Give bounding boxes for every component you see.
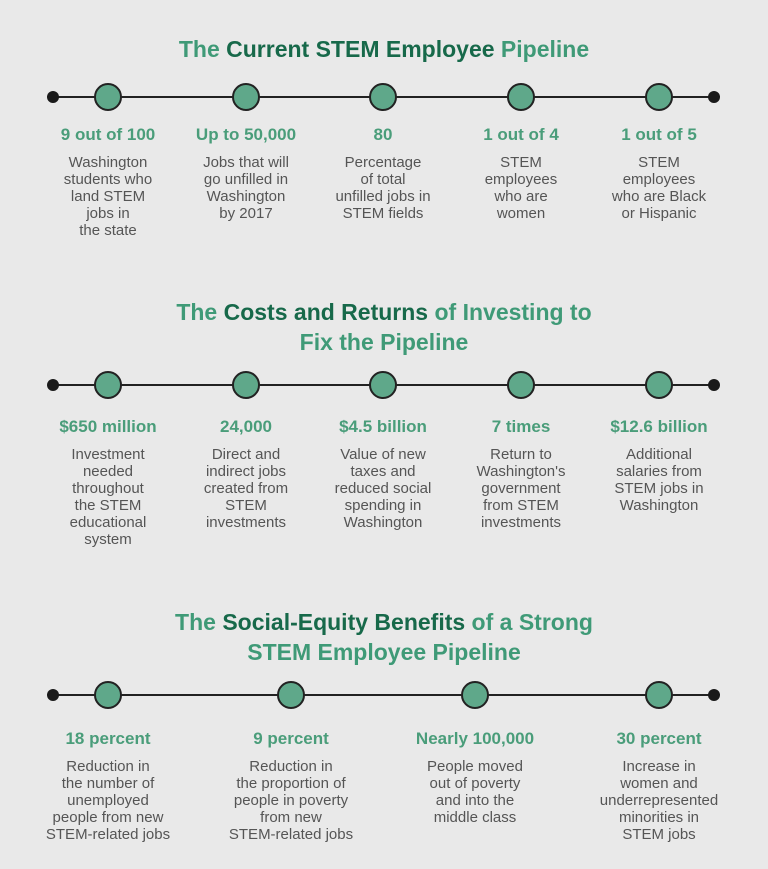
stat-value: 9 out of 100 <box>60 125 156 144</box>
section-title: The Current STEM Employee Pipeline <box>0 34 768 64</box>
stat-value: 9 percent <box>253 729 329 748</box>
timeline-line <box>47 83 720 111</box>
timeline-node <box>369 83 397 111</box>
stat-description: Washington students who land STEM jobs i… <box>63 154 153 239</box>
title-line2: STEM Employee Pipeline <box>247 639 521 665</box>
stat-description: Return to Washington's government from S… <box>476 446 566 531</box>
stat-item: 30 percent Increase in women and underrep… <box>584 728 734 843</box>
stat-value: 24,000 <box>220 417 272 436</box>
section-title: The Social-Equity Benefits of a Strong ST… <box>0 607 768 667</box>
stat-value: 80 <box>373 125 393 144</box>
stat-description: Additional salaries from STEM jobs in Wa… <box>614 446 704 514</box>
stat-item: Nearly 100,000 People moved out of povert… <box>400 728 550 826</box>
timeline-endpoint <box>47 689 59 701</box>
stat-description: Increase in women and underrepresented m… <box>599 758 719 843</box>
stat-description: Reduction in the number of unemployed pe… <box>45 758 171 843</box>
title-bold: Costs and Returns <box>223 299 429 325</box>
timeline-node <box>645 83 673 111</box>
stat-value: 1 out of 5 <box>621 125 697 144</box>
title-post: of Investing to <box>428 299 592 325</box>
title-post: Pipeline <box>494 36 590 62</box>
timeline-line <box>47 681 720 709</box>
title-pre: The <box>175 609 223 635</box>
section-title: The Costs and Returns of Investing to Fix… <box>0 297 768 357</box>
stat-description: Jobs that will go unfilled in Washington… <box>203 154 289 222</box>
timeline-node <box>94 681 122 709</box>
stat-item: 24,000 Direct and indirect jobs created f… <box>171 416 321 531</box>
timeline-endpoint <box>708 689 720 701</box>
title-line2: Fix the Pipeline <box>299 329 469 355</box>
title-pre: The <box>178 36 227 62</box>
stat-description: Percentage of total unfilled jobs in STE… <box>335 154 431 222</box>
stat-item: 7 times Return to Washington's government… <box>446 416 596 531</box>
stat-item: 18 percent Reduction in the number of une… <box>33 728 183 843</box>
stat-description: STEM employees who are Black or Hispanic <box>611 154 707 222</box>
stat-description: STEM employees who are women <box>484 154 558 222</box>
timeline-node <box>369 371 397 399</box>
stat-value: 1 out of 4 <box>483 125 559 144</box>
stat-value: $4.5 billion <box>339 417 427 436</box>
stat-item: $4.5 billion Value of new taxes and reduc… <box>308 416 458 531</box>
stat-value: 30 percent <box>616 729 702 748</box>
stat-item: 80 Percentage of total unfilled jobs in S… <box>308 124 458 222</box>
stat-description: People moved out of poverty and into the… <box>427 758 523 826</box>
stat-item: 9 out of 100 Washington students who land… <box>33 124 183 239</box>
timeline-node <box>232 371 260 399</box>
title-pre: The <box>176 299 224 325</box>
stat-description: Reduction in the proportion of people in… <box>228 758 354 843</box>
timeline-node <box>507 371 535 399</box>
timeline-endpoint <box>47 379 59 391</box>
timeline-endpoint <box>708 379 720 391</box>
timeline-node <box>461 681 489 709</box>
stat-description: Investment needed throughout the STEM ed… <box>69 446 147 548</box>
stat-item: Up to 50,000 Jobs that will go unfilled i… <box>171 124 321 222</box>
timeline-endpoint <box>47 91 59 103</box>
stat-value: Nearly 100,000 <box>415 729 535 748</box>
timeline-endpoint <box>708 91 720 103</box>
stat-value: Up to 50,000 <box>195 125 297 144</box>
timeline-node <box>94 83 122 111</box>
stat-value: $12.6 billion <box>610 417 708 436</box>
stat-value: $650 million <box>59 417 157 436</box>
stat-value: 18 percent <box>65 729 151 748</box>
timeline-node <box>94 371 122 399</box>
title-bold: Current STEM Employee <box>226 36 495 62</box>
timeline-node <box>507 83 535 111</box>
stat-description: Value of new taxes and reduced social sp… <box>334 446 432 531</box>
stat-item: 1 out of 4 STEM employees who are women <box>446 124 596 222</box>
stat-item: $12.6 billion Additional salaries from ST… <box>584 416 734 514</box>
timeline-line <box>47 371 720 399</box>
timeline-node <box>232 83 260 111</box>
stat-description: Direct and indirect jobs created from ST… <box>203 446 289 531</box>
timeline-node <box>645 371 673 399</box>
stat-item: 1 out of 5 STEM employees who are Black o… <box>584 124 734 222</box>
timeline-node <box>645 681 673 709</box>
title-bold: Social-Equity Benefits <box>222 609 466 635</box>
stat-item: 9 percent Reduction in the proportion of … <box>216 728 366 843</box>
title-post: of a Strong <box>465 609 593 635</box>
stat-value: 7 times <box>491 417 551 436</box>
timeline-node <box>277 681 305 709</box>
stat-item: $650 million Investment needed throughout… <box>33 416 183 548</box>
